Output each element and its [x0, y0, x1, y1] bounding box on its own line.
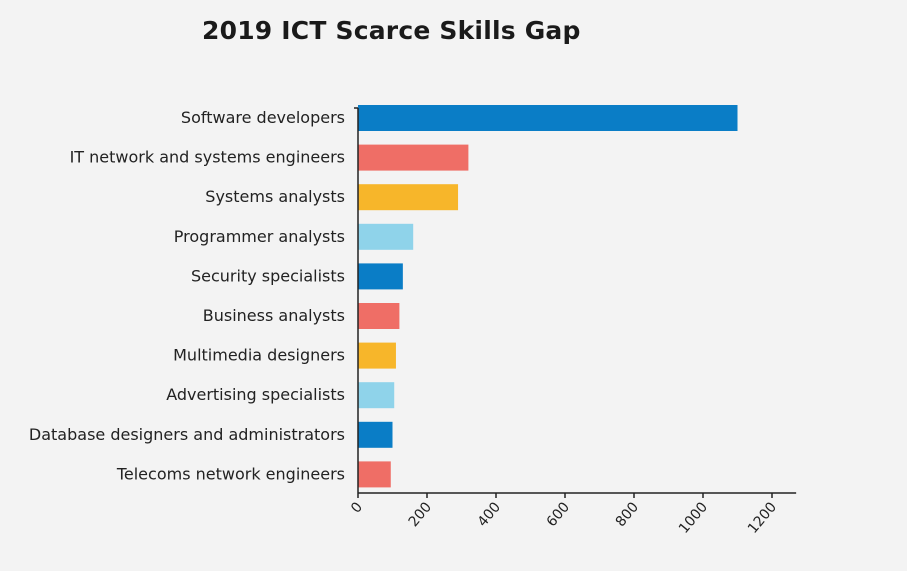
category-label: Systems analysts — [205, 187, 345, 206]
x-tick-label: 800 — [613, 499, 642, 530]
bars-layer — [358, 105, 738, 488]
bar — [358, 184, 459, 211]
bar — [358, 223, 414, 250]
bar — [358, 144, 469, 171]
x-tick-label: 1000 — [676, 499, 711, 537]
bar — [358, 421, 393, 448]
bar — [358, 105, 738, 131]
bar — [358, 342, 396, 369]
x-tick-label: 0 — [348, 499, 366, 516]
x-tick-label: 600 — [544, 499, 573, 530]
x-tick-label: 1200 — [745, 499, 780, 537]
x-tick-label: 200 — [406, 499, 435, 530]
category-labels: Software developers IT network and system… — [29, 108, 345, 483]
category-label: Multimedia designers — [173, 346, 345, 365]
category-label: Security specialists — [191, 266, 345, 285]
chart-title: 2019 ICT Scarce Skills Gap — [202, 16, 581, 45]
category-label: Advertising specialists — [166, 385, 345, 404]
category-label: Business analysts — [203, 306, 345, 325]
bar — [358, 382, 395, 409]
category-label: Telecoms network engineers — [116, 464, 345, 483]
x-tick-label: 400 — [475, 499, 504, 530]
bar — [358, 263, 403, 290]
x-axis-ticks: 0 200 400 600 800 1000 1200 — [348, 107, 780, 537]
bar — [358, 303, 400, 329]
category-label: IT network and systems engineers — [70, 148, 345, 167]
category-label: Programmer analysts — [174, 227, 345, 246]
category-label: Database designers and administrators — [29, 425, 345, 444]
bar — [358, 461, 391, 488]
category-label: Software developers — [181, 108, 345, 127]
